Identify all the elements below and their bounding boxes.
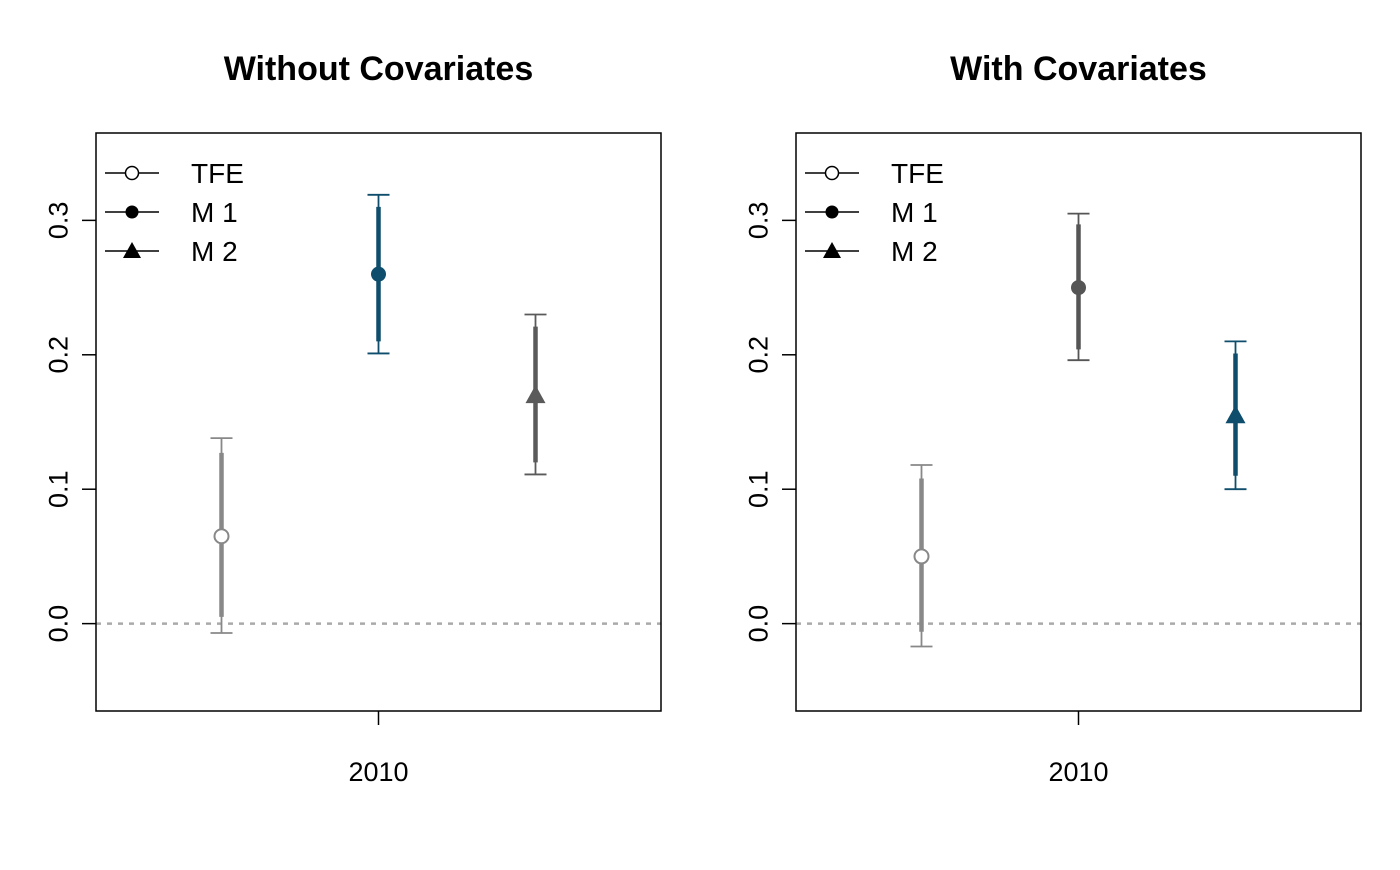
y-tick-label: 0.2 (43, 336, 73, 374)
legend-triangle-marker (123, 242, 141, 258)
y-tick-label: 0.0 (43, 605, 73, 643)
y-tick-label: 0.3 (743, 202, 773, 240)
legend-open-circle-marker (124, 165, 140, 181)
legend-triangle-marker (823, 242, 841, 258)
legend-label: M 1 (191, 197, 238, 228)
legend-label: M 2 (191, 236, 238, 267)
point-estimate-open-circle (213, 528, 230, 545)
point-estimate-open-circle (913, 548, 930, 565)
legend-label: M 1 (891, 197, 938, 228)
plot-frame (95, 132, 662, 712)
series-tfe-mark (210, 437, 233, 634)
y-tick-label: 0.1 (743, 470, 773, 508)
series-m2-mark (524, 313, 547, 476)
legend-filled-circle-marker (125, 205, 139, 219)
chart-panel-2: With Covariates 0.0 0.1 0.2 0.3 2010 TFE M 1 M 2 (743, 50, 1362, 787)
series-m2-mark (1224, 340, 1247, 491)
chart-panel-1: Without Covariates 0.0 0.1 0.2 0.3 2010 TFE M 1… (43, 50, 662, 787)
chart-title: Without Covariates (224, 50, 534, 88)
point-estimate-triangle (525, 385, 546, 404)
y-tick-label: 0.3 (43, 202, 73, 240)
y-tick-label: 0.1 (43, 470, 73, 508)
y-tick-label: 0.2 (743, 336, 773, 374)
point-estimate-triangle (1225, 405, 1246, 424)
legend-label: TFE (891, 158, 944, 189)
legend-label: M 2 (891, 236, 938, 267)
series-m1-mark (367, 193, 390, 355)
series-tfe-mark (910, 464, 933, 648)
point-estimate-filled-circle (371, 266, 386, 282)
chart-title: With Covariates (950, 50, 1207, 88)
x-tick-label: 2010 (348, 757, 408, 787)
legend-open-circle-marker (824, 165, 840, 181)
legend: TFE M 1 M 2 (105, 158, 244, 267)
series-m1-mark (1067, 212, 1090, 362)
x-tick-label: 2010 (1048, 757, 1108, 787)
legend-filled-circle-marker (825, 205, 839, 219)
legend: TFE M 1 M 2 (805, 158, 944, 267)
point-estimate-filled-circle (1071, 280, 1086, 296)
y-tick-label: 0.0 (743, 605, 773, 643)
plot-frame (795, 132, 1362, 712)
legend-label: TFE (191, 158, 244, 189)
